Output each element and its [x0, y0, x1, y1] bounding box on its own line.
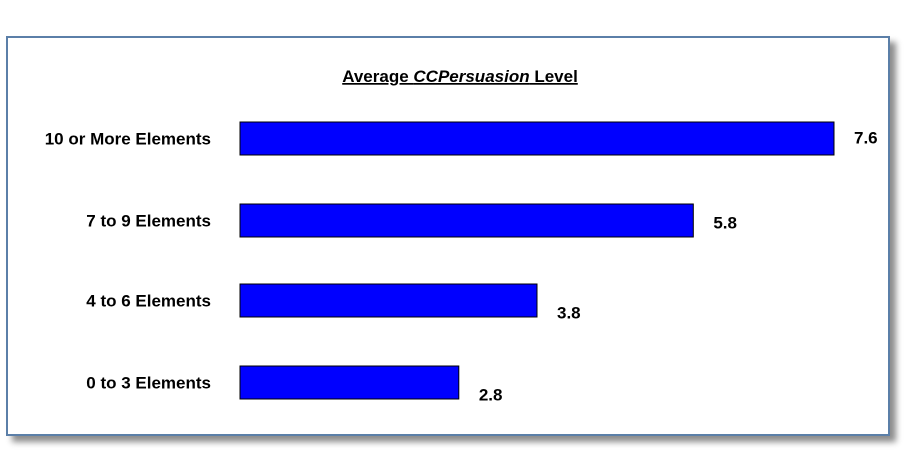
value-label-2: 3.8 — [557, 304, 581, 323]
category-label-0: 10 or More Elements — [45, 130, 211, 149]
bars-layer: 10 or More Elements 7.6 7 to 9 Elements 5.8… — [45, 121, 878, 405]
chart-title-part-1: CCPersuasion — [413, 67, 529, 86]
value-label-3: 2.8 — [479, 386, 503, 405]
chart-title-part-0: Average — [342, 67, 413, 86]
category-label-3: 0 to 3 Elements — [86, 374, 211, 393]
bar-0 — [239, 121, 835, 156]
category-label-1: 7 to 9 Elements — [86, 212, 211, 231]
chart-title: Average CCPersuasion Level — [342, 67, 578, 86]
chart-frame: Average CCPersuasion Level 10 or More El… — [6, 36, 890, 436]
bar-2 — [239, 283, 538, 318]
value-label-1: 5.8 — [713, 214, 737, 233]
bar-chart: Average CCPersuasion Level 10 or More El… — [45, 67, 878, 405]
value-label-0: 7.6 — [854, 129, 878, 148]
bar-3 — [239, 365, 460, 400]
category-label-2: 4 to 6 Elements — [86, 292, 211, 311]
chart-title-part-2: Level — [530, 67, 578, 86]
bar-1 — [239, 203, 694, 238]
